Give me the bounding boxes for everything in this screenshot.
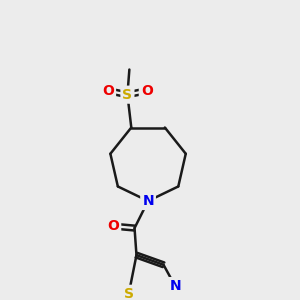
Text: N: N — [142, 194, 154, 208]
Text: O: O — [107, 219, 119, 233]
Text: N: N — [169, 279, 181, 293]
Text: S: S — [122, 88, 132, 102]
Text: O: O — [141, 84, 153, 98]
Text: S: S — [124, 287, 134, 300]
Text: O: O — [102, 84, 114, 98]
